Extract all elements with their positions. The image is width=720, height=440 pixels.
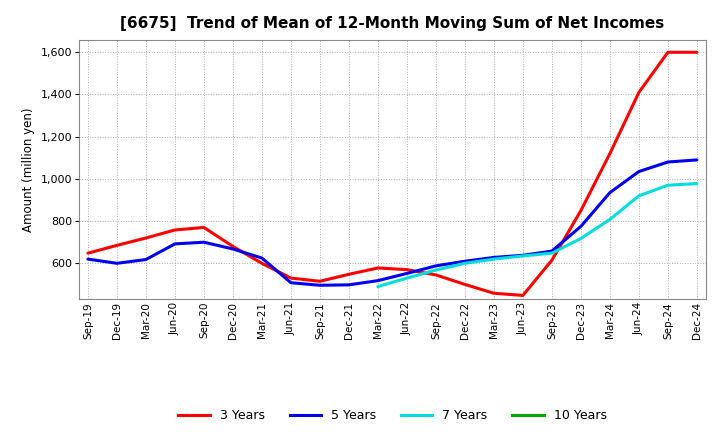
3 Years	[84, 250, 92, 256]
5 Years	[606, 190, 614, 195]
3 Years	[490, 291, 498, 296]
7 Years	[664, 183, 672, 188]
3 Years	[287, 275, 295, 281]
5 Years	[171, 241, 179, 246]
7 Years	[490, 257, 498, 262]
3 Years	[315, 279, 324, 284]
3 Years	[461, 282, 469, 287]
5 Years	[228, 246, 237, 252]
3 Years	[431, 272, 440, 278]
7 Years	[518, 253, 527, 259]
Line: 7 Years: 7 Years	[378, 183, 697, 286]
3 Years	[693, 50, 701, 55]
3 Years	[228, 244, 237, 249]
5 Years	[258, 255, 266, 260]
3 Years	[258, 260, 266, 266]
3 Years	[142, 235, 150, 241]
5 Years	[287, 280, 295, 286]
3 Years	[402, 267, 411, 272]
Line: 5 Years: 5 Years	[88, 160, 697, 285]
5 Years	[142, 257, 150, 262]
5 Years	[374, 278, 382, 283]
7 Years	[548, 250, 557, 256]
5 Years	[664, 159, 672, 165]
3 Years	[606, 151, 614, 156]
5 Years	[402, 271, 411, 276]
3 Years	[171, 227, 179, 233]
7 Years	[402, 275, 411, 281]
7 Years	[431, 268, 440, 273]
5 Years	[490, 255, 498, 260]
7 Years	[461, 260, 469, 266]
5 Years	[518, 253, 527, 258]
7 Years	[634, 193, 643, 198]
Line: 3 Years: 3 Years	[88, 52, 697, 295]
7 Years	[374, 284, 382, 289]
5 Years	[431, 263, 440, 268]
5 Years	[693, 157, 701, 162]
3 Years	[374, 265, 382, 271]
Title: [6675]  Trend of Mean of 12-Month Moving Sum of Net Incomes: [6675] Trend of Mean of 12-Month Moving …	[120, 16, 665, 32]
3 Years	[518, 293, 527, 298]
3 Years	[577, 208, 585, 213]
5 Years	[461, 259, 469, 264]
3 Years	[345, 271, 354, 277]
5 Years	[548, 249, 557, 254]
5 Years	[112, 260, 121, 266]
3 Years	[112, 243, 121, 248]
3 Years	[634, 90, 643, 95]
5 Years	[634, 169, 643, 174]
Legend: 3 Years, 5 Years, 7 Years, 10 Years: 3 Years, 5 Years, 7 Years, 10 Years	[174, 404, 611, 427]
7 Years	[693, 181, 701, 186]
5 Years	[345, 282, 354, 287]
7 Years	[606, 217, 614, 222]
7 Years	[577, 236, 585, 241]
3 Years	[199, 225, 208, 230]
5 Years	[315, 282, 324, 288]
5 Years	[84, 257, 92, 262]
5 Years	[577, 224, 585, 229]
5 Years	[199, 239, 208, 245]
Y-axis label: Amount (million yen): Amount (million yen)	[22, 107, 35, 231]
3 Years	[548, 257, 557, 263]
3 Years	[664, 50, 672, 55]
